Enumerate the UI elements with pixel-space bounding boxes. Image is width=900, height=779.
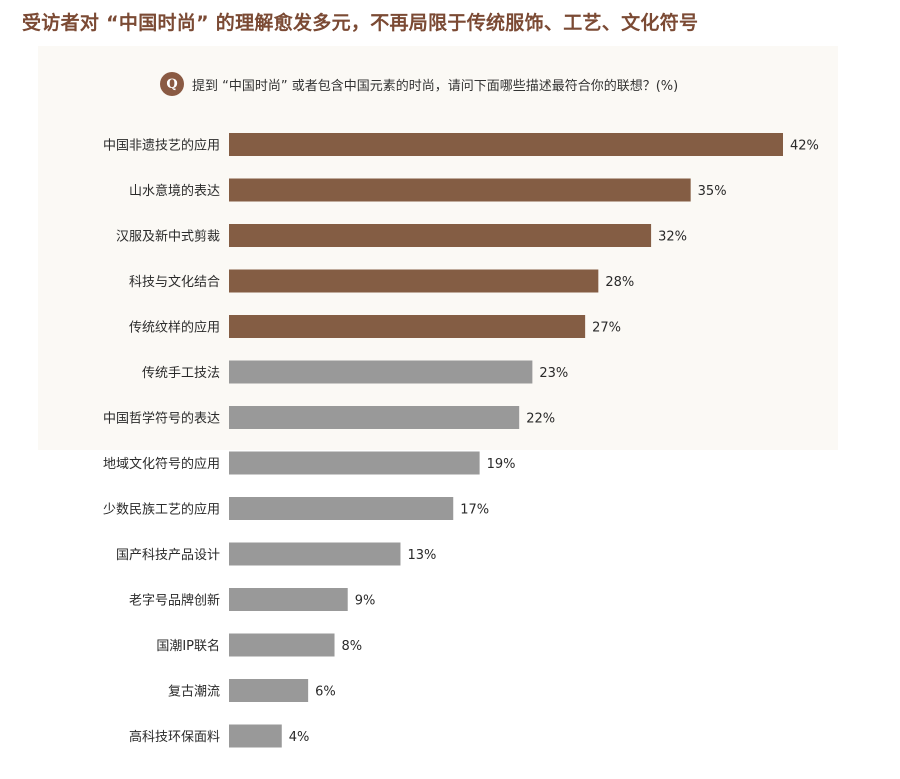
bar-12 [229,633,335,657]
question-text: 提到 “中国时尚” 或者包含中国元素的时尚，请问下面哪些描述最符合你的联想？(%… [192,78,679,94]
category-label-14: 高科技环保面料 [129,729,220,745]
category-label-9: 少数民族工艺的应用 [103,502,220,518]
value-label-5: 27% [592,321,621,336]
category-label-2: 山水意境的表达 [129,183,220,199]
bar-2 [229,178,691,202]
survey-question: Q 提到 “中国时尚” 或者包含中国元素的时尚，请问下面哪些描述最符合你的联想？… [160,72,678,96]
chart-title: 受访者对 “中国时尚” 的理解愈发多元，不再局限于传统服饰、工艺、文化符号 [22,12,699,34]
category-label-6: 传统手工技法 [142,366,220,381]
value-label-2: 35% [698,184,727,199]
bar-13 [229,679,309,702]
value-label-8: 19% [487,457,516,472]
value-label-14: 4% [289,730,310,745]
value-label-7: 22% [526,412,555,427]
value-label-6: 23% [539,366,568,381]
bar-10 [229,542,401,566]
bar-11 [229,588,348,611]
category-label-8: 地域文化符号的应用 [103,456,220,472]
question-badge-icon: Q [160,72,184,96]
bar-4 [229,269,599,293]
bar-6 [229,360,533,384]
bar-9 [229,497,454,520]
category-label-1: 中国非遗技艺的应用 [103,138,220,154]
value-label-12: 8% [342,639,363,654]
value-label-1: 42% [790,139,819,154]
value-label-9: 17% [460,503,489,518]
value-label-13: 6% [315,685,336,700]
bar-3 [229,224,652,247]
bar-8 [229,451,480,475]
value-label-11: 9% [355,594,376,609]
category-label-4: 科技与文化结合 [129,275,220,290]
bar-14 [229,724,282,748]
value-label-10: 13% [407,548,436,563]
value-label-3: 32% [658,230,687,245]
bar-5 [229,315,586,338]
category-label-12: 国潮IP联名 [156,638,220,654]
bar-7 [229,406,520,429]
category-label-11: 老字号品牌创新 [129,593,220,609]
category-label-10: 国产科技产品设计 [116,548,220,563]
value-label-4: 28% [605,275,634,290]
bar-1 [229,133,783,156]
category-label-5: 传统纹样的应用 [129,320,220,336]
category-label-13: 复古潮流 [168,685,220,700]
category-label-3: 汉服及新中式剪裁 [116,229,220,245]
category-label-7: 中国哲学符号的表达 [103,411,220,427]
